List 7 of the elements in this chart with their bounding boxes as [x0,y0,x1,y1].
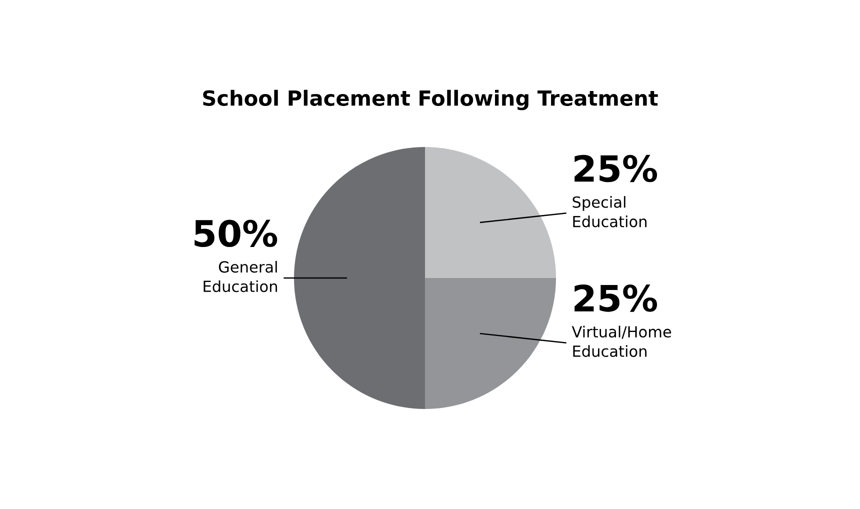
slice-label: Virtual/Home Education [572,326,672,357]
slice-label: Special Education [572,196,646,228]
data-label: 50% [194,220,278,248]
slice-label: General Education [204,260,277,292]
data-label: 25% [574,154,658,182]
data-label: 25% [574,284,658,312]
chart-title: School Placement Following Treatment [203,90,658,110]
